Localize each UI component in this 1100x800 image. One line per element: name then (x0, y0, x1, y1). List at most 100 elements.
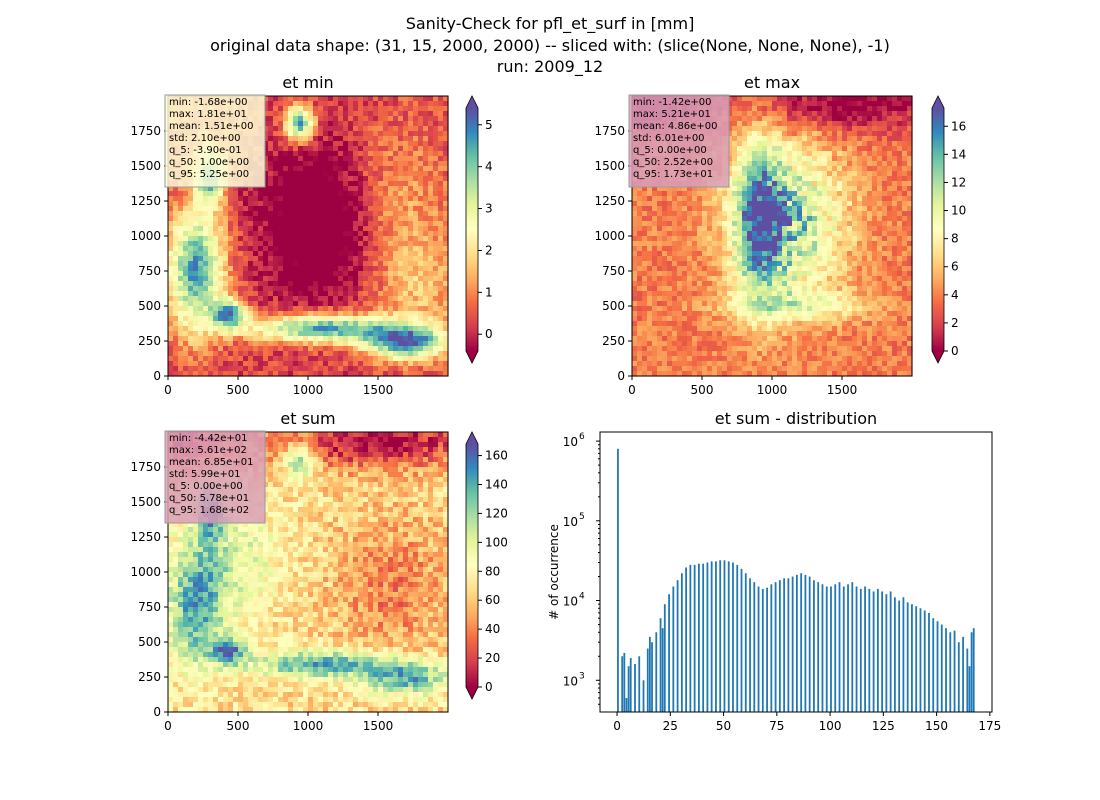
heatmap-cell (797, 161, 803, 167)
heatmap-cell (752, 251, 758, 257)
heatmap-cell (847, 166, 853, 172)
heatmap-cell (358, 336, 364, 342)
heatmap-cell (313, 356, 319, 362)
heatmap-cell (298, 321, 304, 327)
heatmap-cell (378, 356, 384, 362)
heatmap-cell (667, 186, 673, 192)
heatmap-cell (243, 366, 249, 372)
heatmap-cell (697, 241, 703, 247)
heatmap-cell (278, 221, 284, 227)
heatmap-cell (702, 241, 708, 247)
heatmap-cell (423, 216, 429, 222)
heatmap-cell (907, 211, 913, 217)
heatmap-cell (862, 191, 868, 197)
heatmap-cell (303, 286, 309, 292)
heatmap-cell (258, 211, 264, 217)
heatmap-cell (323, 306, 329, 312)
heatmap-cell (383, 196, 389, 202)
heatmap-cell (353, 201, 359, 207)
heatmap-cell (792, 136, 798, 142)
heatmap-cell (328, 316, 334, 322)
heatmap-cell (223, 241, 229, 247)
heatmap-cell (777, 246, 783, 252)
heatmap-cell (682, 186, 688, 192)
heatmap-cell (812, 121, 818, 127)
heatmap-cell (403, 206, 409, 212)
heatmap-cell (323, 111, 329, 117)
heatmap-cell (777, 251, 783, 257)
heatmap-cell (692, 236, 698, 242)
heatmap-cell (413, 276, 419, 282)
heatmap-cell (438, 156, 444, 162)
heatmap-cell (772, 196, 778, 202)
heatmap-cell (388, 246, 394, 252)
heatmap-cell (433, 306, 439, 312)
heatmap-cell (772, 176, 778, 182)
heatmap-cell (378, 331, 384, 337)
heatmap-cell (837, 126, 843, 132)
heatmap-cell (842, 106, 848, 112)
heatmap-cell (318, 161, 324, 167)
heatmap-cell (388, 216, 394, 222)
heatmap-cell (752, 236, 758, 242)
heatmap-cell (323, 366, 329, 372)
heatmap-cell (827, 226, 833, 232)
heatmap-cell (872, 231, 878, 237)
heatmap-cell (857, 221, 863, 227)
heatmap-cell (333, 131, 339, 137)
heatmap-cell (418, 271, 424, 277)
heatmap-cell (777, 186, 783, 192)
heatmap-cell (203, 361, 209, 367)
heatmap-cell (283, 321, 289, 327)
heatmap-cell (378, 131, 384, 137)
heatmap-cell (303, 206, 309, 212)
heatmap-cell (273, 366, 279, 372)
heatmap-cell (168, 211, 174, 217)
heatmap-cell (323, 106, 329, 112)
heatmap-cell (732, 136, 738, 142)
heatmap-cell (273, 121, 279, 127)
heatmap-cell (747, 106, 753, 112)
heatmap-cell (867, 206, 873, 212)
heatmap-cell (188, 281, 194, 287)
heatmap-cell (178, 241, 184, 247)
heatmap-cell (837, 241, 843, 247)
heatmap-cell (383, 171, 389, 177)
heatmap-cell (383, 356, 389, 362)
heatmap-cell (398, 176, 404, 182)
heatmap-cell (388, 256, 394, 262)
heatmap-cell (363, 121, 369, 127)
heatmap-cell (662, 236, 668, 242)
heatmap-cell (353, 176, 359, 182)
heatmap-cell (832, 251, 838, 257)
heatmap-cell (413, 186, 419, 192)
heatmap-cell (852, 141, 858, 147)
heatmap-cell (787, 221, 793, 227)
heatmap-cell (832, 111, 838, 117)
heatmap-cell (193, 286, 199, 292)
heatmap-cell (348, 196, 354, 202)
heatmap-cell (802, 126, 808, 132)
heatmap-cell (423, 136, 429, 142)
heatmap-cell (857, 251, 863, 257)
heatmap-cell (727, 106, 733, 112)
heatmap-cell (263, 366, 269, 372)
heatmap-cell (188, 366, 194, 372)
heatmap-cell (328, 291, 334, 297)
heatmap-cell (812, 176, 818, 182)
heatmap-cell (353, 291, 359, 297)
heatmap-cell (872, 96, 878, 102)
heatmap-cell (403, 126, 409, 132)
heatmap-cell (433, 156, 439, 162)
heatmap-cell (822, 206, 828, 212)
heatmap-cell (223, 186, 229, 192)
heatmap-cell (852, 161, 858, 167)
heatmap-cell (712, 216, 718, 222)
heatmap-cell (233, 206, 239, 212)
heatmap-cell (183, 266, 189, 272)
heatmap-cell (263, 321, 269, 327)
heatmap-cell (228, 286, 234, 292)
heatmap-cell (388, 251, 394, 257)
heatmap-cell (333, 236, 339, 242)
heatmap-cell (817, 201, 823, 207)
